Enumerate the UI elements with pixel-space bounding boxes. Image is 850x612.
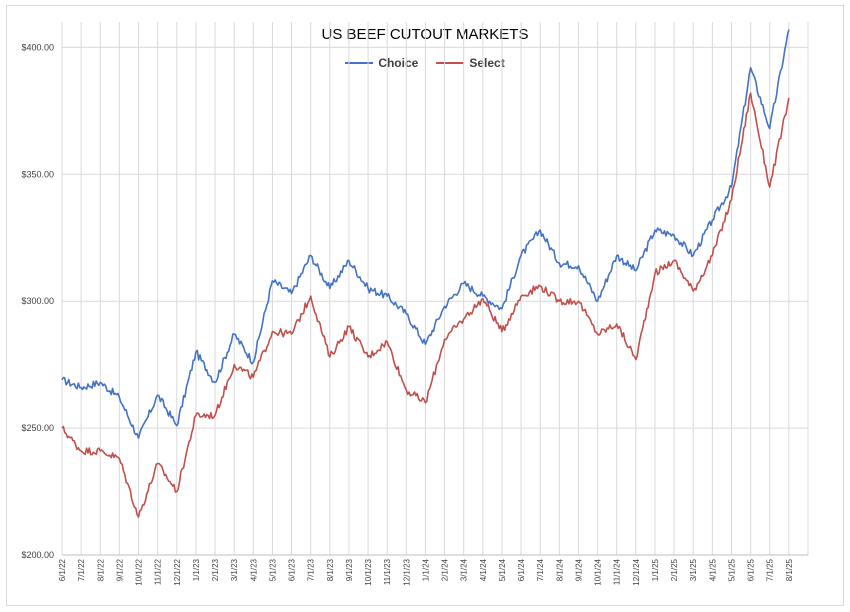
x-tick-label: 5/1/24 (498, 558, 507, 581)
x-tick-label: 9/1/22 (115, 558, 124, 581)
legend-swatch-choice (345, 62, 374, 64)
x-tick-label: 8/1/22 (96, 558, 105, 581)
x-tick-label: 7/1/23 (307, 558, 316, 581)
x-tick-label: 6/1/25 (747, 558, 756, 581)
x-tick-label: 6/1/24 (517, 558, 526, 581)
chart-legend: Choice Select (0, 56, 850, 70)
x-tick-label: 4/1/23 (249, 558, 258, 581)
x-tick-label: 8/1/24 (555, 558, 564, 581)
y-tick-label: $250.00 (21, 423, 54, 433)
x-tick-label: 7/1/24 (536, 558, 545, 581)
x-tick-label: 7/1/25 (766, 558, 775, 581)
x-tick-label: 12/1/23 (402, 558, 411, 585)
x-tick-label: 6/1/22 (58, 558, 67, 581)
legend-item-select: Select (436, 56, 505, 70)
y-tick-label: $400.00 (21, 42, 54, 52)
x-tick-label: 9/1/24 (574, 558, 583, 581)
x-tick-label: 8/1/25 (785, 558, 794, 581)
x-tick-label: 4/1/24 (479, 558, 488, 581)
x-tick-label: 2/1/23 (211, 558, 220, 581)
legend-swatch-select (436, 62, 465, 64)
x-tick-label: 3/1/24 (460, 558, 469, 581)
x-tick-label: 10/1/23 (364, 558, 373, 585)
x-tick-label: 9/1/23 (345, 558, 354, 581)
legend-label-choice: Choice (378, 56, 419, 70)
series-line-select (61, 92, 790, 518)
x-tick-label: 12/1/24 (632, 558, 641, 585)
y-tick-label: $350.00 (21, 169, 54, 179)
legend-label-select: Select (469, 56, 505, 70)
x-tick-label: 2/1/24 (441, 558, 450, 581)
x-tick-label: 11/1/22 (154, 558, 163, 585)
x-tick-label: 12/1/22 (173, 558, 182, 585)
x-tick-label: 11/1/24 (613, 558, 622, 585)
series-line-choice (61, 29, 790, 440)
x-tick-label: 5/1/25 (727, 558, 736, 581)
x-tick-label: 7/1/22 (77, 558, 86, 581)
x-tick-label: 3/1/23 (230, 558, 239, 581)
x-tick-label: 5/1/23 (268, 558, 277, 581)
x-tick-label: 11/1/23 (383, 558, 392, 585)
x-tick-label: 10/1/22 (135, 558, 144, 585)
x-tick-label: 1/1/24 (421, 558, 430, 581)
x-tick-label: 8/1/23 (326, 558, 335, 581)
legend-item-choice: Choice (345, 56, 418, 70)
y-tick-label: $300.00 (21, 296, 54, 306)
x-tick-label: 10/1/24 (594, 558, 603, 585)
x-tick-label: 4/1/25 (708, 558, 717, 581)
x-tick-label: 1/1/23 (192, 558, 201, 581)
x-tick-label: 6/1/23 (288, 558, 297, 581)
x-tick-label: 3/1/25 (689, 558, 698, 581)
x-tick-label: 1/1/25 (651, 558, 660, 581)
y-tick-label: $200.00 (21, 550, 54, 560)
x-tick-label: 2/1/25 (670, 558, 679, 581)
